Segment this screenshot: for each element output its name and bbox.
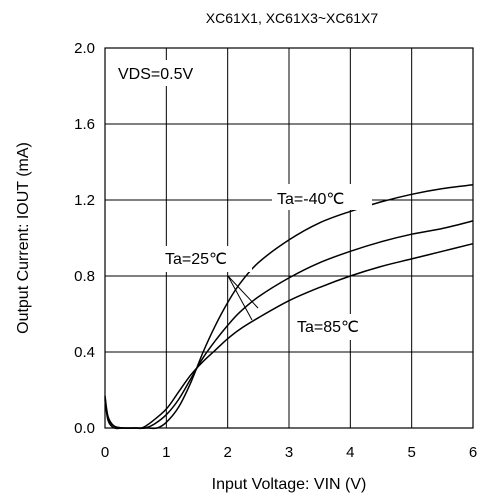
series-line-85 xyxy=(104,242,474,430)
plot-frame xyxy=(104,47,474,429)
x-tick-label: 5 xyxy=(407,444,415,461)
y-tick-label: 0.8 xyxy=(74,268,95,285)
x-tick-label: 6 xyxy=(469,444,477,461)
x-tick-label: 4 xyxy=(346,444,354,461)
y-tick-label: 1.2 xyxy=(74,192,95,209)
x-tick-label: 1 xyxy=(162,444,170,461)
x-tick-label: 0 xyxy=(101,444,109,461)
x-tick-label: 2 xyxy=(223,444,231,461)
annotation-bg-minus40 xyxy=(272,184,372,210)
y-tick-label: 0.0 xyxy=(74,420,95,437)
y-tick-labels: 0.0 0.4 0.8 1.2 1.6 2.0 xyxy=(74,40,95,437)
annotation-bg-85 xyxy=(292,314,384,340)
x-axis-title: Input Voltage: VIN (V) xyxy=(212,476,367,493)
y-tick-label: 2.0 xyxy=(74,40,95,57)
grid xyxy=(104,47,474,429)
y-tick-label: 1.6 xyxy=(74,116,95,133)
x-tick-label: 3 xyxy=(285,444,293,461)
annotation-ta-85: Ta=85℃ xyxy=(297,319,359,336)
annotation-bg-25 xyxy=(160,246,252,272)
annotation-arrow-25-line-a xyxy=(227,275,259,309)
annotation-ta-25: Ta=25℃ xyxy=(165,251,227,268)
y-tick-label: 0.4 xyxy=(74,344,95,361)
annotation-ta-minus40: Ta=-40℃ xyxy=(277,191,344,208)
chart-title: XC61X1, XC61X3~XC61X7 xyxy=(206,10,379,26)
condition-label-bg xyxy=(113,60,223,86)
annotation-arrow-25-line-b xyxy=(227,275,253,321)
condition-label: VDS=0.5V xyxy=(118,66,193,83)
y-axis-title: Output Current: IOUT (mA) xyxy=(15,142,32,334)
x-tick-labels: 0 1 2 3 4 5 6 xyxy=(101,444,477,461)
